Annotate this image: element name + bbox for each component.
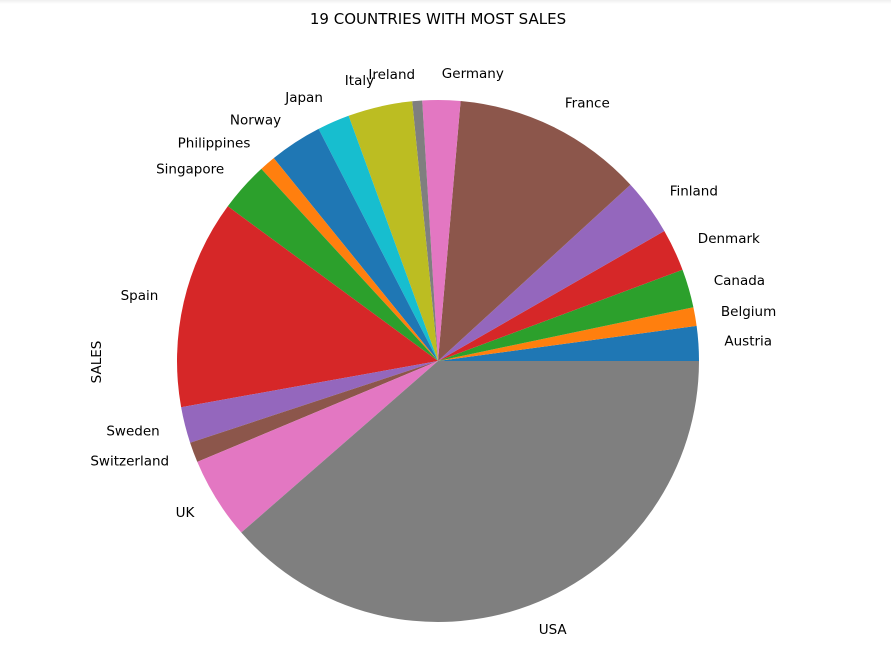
pie-slice-italy <box>348 101 438 361</box>
slice-label-sweden: Sweden <box>106 424 159 440</box>
pie-slice-usa <box>241 361 699 623</box>
pie-slice-switzerland <box>190 361 438 462</box>
slice-label-germany: Germany <box>442 66 504 82</box>
pie-slice-singapore <box>227 168 438 361</box>
pie-slices <box>177 100 699 623</box>
pie-labels: Austria Belgium Canada Denmark Finland France… <box>90 66 776 638</box>
slice-label-belgium: Belgium <box>721 304 776 320</box>
slice-label-uk: UK <box>176 505 196 521</box>
pie-slice-norway <box>273 128 438 361</box>
slice-label-spain: Spain <box>121 288 159 304</box>
pie-slice-spain <box>177 206 438 408</box>
y-axis-label: SALES <box>89 341 105 384</box>
notebook-top-edge <box>0 0 891 4</box>
pie-slice-austria <box>438 325 699 361</box>
pie-slice-ireland <box>412 100 438 361</box>
pie-slice-uk <box>197 361 438 533</box>
slice-label-singapore: Singapore <box>156 161 224 177</box>
pie-slice-sweden <box>181 361 438 443</box>
pie-slice-finland <box>438 184 665 361</box>
slice-label-usa: USA <box>539 622 568 638</box>
slice-label-philippines: Philippines <box>178 136 251 152</box>
pie-slice-germany <box>422 100 461 361</box>
pie-slice-belgium <box>438 307 697 361</box>
chart-title: 19 COUNTRIES WITH MOST SALES <box>310 10 566 28</box>
slice-label-ireland: Ireland <box>368 67 415 83</box>
pie-slice-denmark <box>438 231 683 361</box>
slice-label-finland: Finland <box>670 184 718 200</box>
slice-label-norway: Norway <box>230 113 281 129</box>
slice-label-japan: Japan <box>284 90 323 106</box>
slice-label-canada: Canada <box>714 273 765 289</box>
slice-label-italy: Italy <box>345 73 374 89</box>
slice-label-france: France <box>565 96 610 112</box>
pie-slice-france <box>438 100 631 361</box>
slice-label-switzerland: Switzerland <box>90 454 169 470</box>
pie-slice-canada <box>438 269 694 361</box>
slice-label-austria: Austria <box>724 334 772 350</box>
slice-label-denmark: Denmark <box>698 231 760 247</box>
pie-slice-philippines <box>261 158 438 361</box>
pie-slice-japan <box>318 115 438 361</box>
